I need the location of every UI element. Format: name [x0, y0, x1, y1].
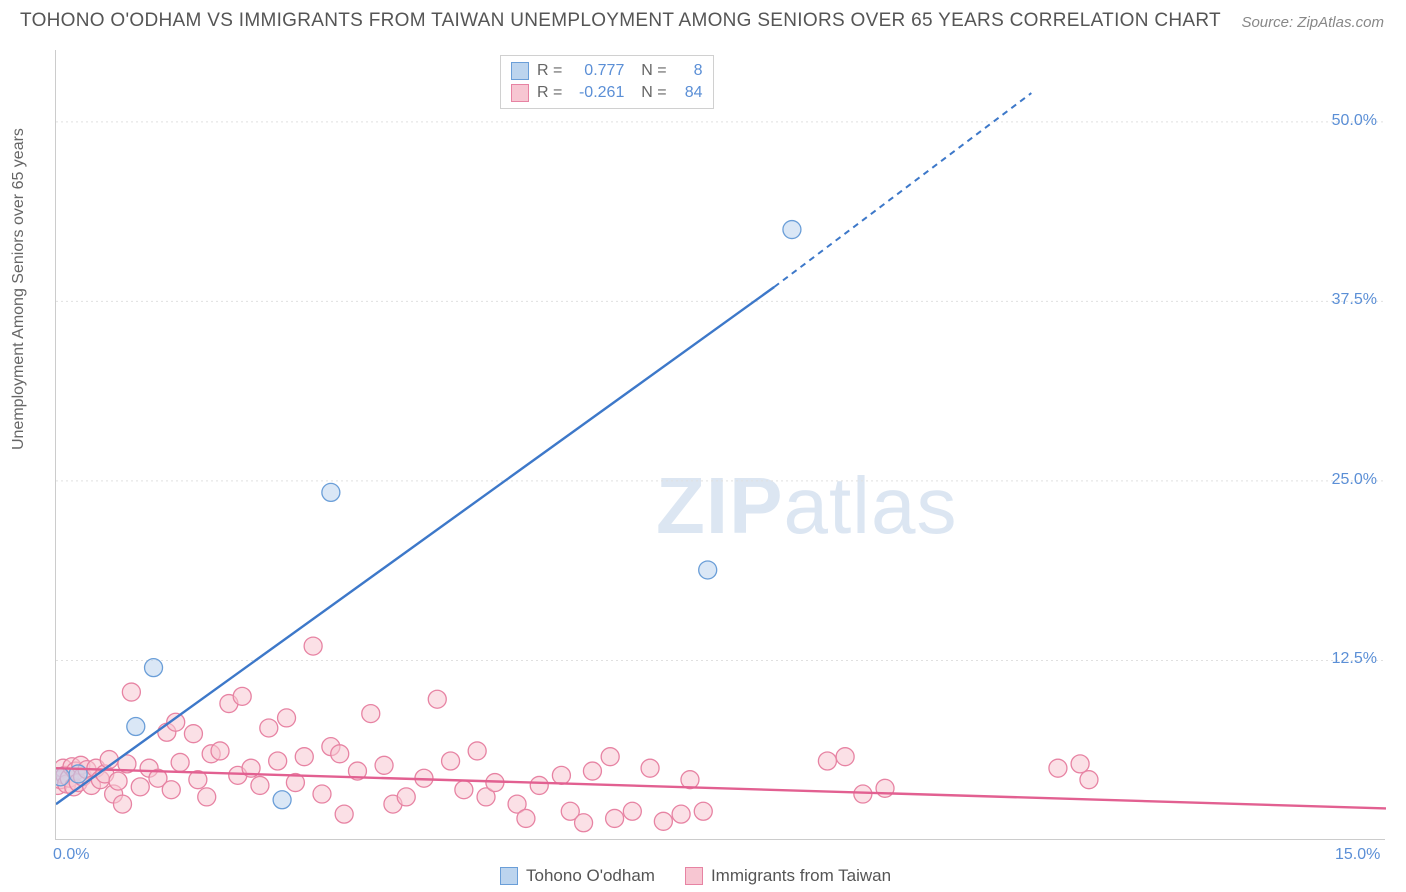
n-value-b: 84 — [675, 84, 703, 102]
plot-svg — [56, 50, 1386, 840]
correlation-row-a: R = 0.777 N = 8 — [511, 60, 703, 82]
scatter-plot: ZIPatlas — [55, 50, 1385, 840]
y-tick-label: 37.5% — [1332, 291, 1377, 309]
x-tick-label: 15.0% — [1335, 846, 1380, 864]
y-axis-label: Unemployment Among Seniors over 65 years — [10, 128, 28, 450]
swatch-series-a — [511, 62, 529, 80]
correlation-row-b: R = -0.261 N = 84 — [511, 82, 703, 104]
r-label: R = — [537, 84, 562, 102]
y-tick-label: 50.0% — [1332, 112, 1377, 130]
swatch-series-b — [511, 84, 529, 102]
correlation-legend: R = 0.777 N = 8 R = -0.261 N = 84 — [500, 55, 714, 109]
legend-label-b: Immigrants from Taiwan — [711, 866, 891, 886]
legend-item-a: Tohono O'odham — [500, 866, 655, 886]
n-value-a: 8 — [675, 62, 703, 80]
y-tick-label: 12.5% — [1332, 650, 1377, 668]
series-legend: Tohono O'odham Immigrants from Taiwan — [500, 866, 891, 886]
r-value-a: 0.777 — [570, 62, 624, 80]
legend-label-a: Tohono O'odham — [526, 866, 655, 886]
legend-item-b: Immigrants from Taiwan — [685, 866, 891, 886]
swatch-series-b-icon — [685, 867, 703, 885]
y-tick-label: 25.0% — [1332, 471, 1377, 489]
n-label: N = — [632, 62, 666, 80]
n-label: N = — [632, 84, 666, 102]
r-label: R = — [537, 62, 562, 80]
r-value-b: -0.261 — [570, 84, 624, 102]
x-tick-label: 0.0% — [53, 846, 89, 864]
source-attribution: Source: ZipAtlas.com — [1241, 14, 1384, 31]
swatch-series-a-icon — [500, 867, 518, 885]
chart-title: TOHONO O'ODHAM VS IMMIGRANTS FROM TAIWAN… — [20, 10, 1221, 32]
